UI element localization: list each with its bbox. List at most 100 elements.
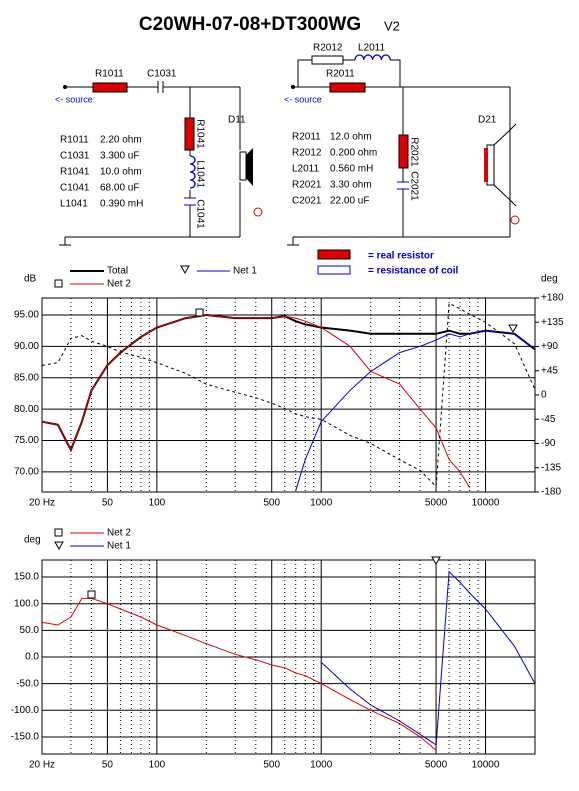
component-name: C1041 <box>60 183 90 194</box>
series-line <box>320 570 536 746</box>
y2-tick-label: -135 <box>541 462 561 473</box>
y-tick-label: -50.0 <box>16 678 39 689</box>
component-value: 0.390 mH <box>100 199 143 210</box>
capacitor <box>397 181 409 190</box>
component-name: R1041 <box>60 167 90 178</box>
y2-tick-label: 0 <box>541 390 547 401</box>
label: R2021 <box>408 137 419 167</box>
curve-marker <box>195 308 204 317</box>
y-tick-label: 95.00 <box>14 310 39 321</box>
curve-marker <box>87 590 96 599</box>
source: <- source <box>55 94 93 104</box>
capacitor <box>157 81 164 93</box>
curve-marker <box>508 324 518 334</box>
x-tick-label: 20 Hz <box>29 760 55 771</box>
y-tick-label: 150.0 <box>14 572 39 583</box>
y-tick-label: -100.0 <box>11 705 40 716</box>
y-tick-label: 0.0 <box>25 652 39 663</box>
x-tick-label: 500 <box>263 498 280 509</box>
label: L1041 <box>194 160 205 188</box>
x-tick-label: 100 <box>149 498 166 509</box>
y2-tick-label: -90 <box>541 438 556 449</box>
y2-tick-label: +45 <box>541 365 558 376</box>
x-tick-label: 10000 <box>472 760 500 771</box>
wire <box>287 59 511 246</box>
y-axis-label: dB <box>24 274 37 285</box>
component-name: R2011 <box>292 132 321 143</box>
component-value: 0.200 ohm <box>330 148 377 159</box>
legend-marker <box>54 279 63 288</box>
y-tick-label: 85.00 <box>14 372 39 383</box>
legend-label: Total <box>107 266 128 277</box>
y2-tick-label: -45 <box>541 414 556 425</box>
x-tick-label: 1000 <box>310 498 333 509</box>
legend-label: Net 2 <box>107 279 131 290</box>
component-value: 3.30 ohm <box>330 180 372 191</box>
legend-marker <box>180 265 190 275</box>
y2-tick-label: +135 <box>541 317 564 328</box>
label: L2011 <box>358 43 386 54</box>
label: D21 <box>478 115 497 126</box>
component-value: 3.300 uF <box>100 151 139 162</box>
x-tick-label: 500 <box>263 760 280 771</box>
y-axis-label: deg <box>24 535 41 546</box>
component-value: 12.0 ohm <box>330 132 372 143</box>
schematic-right: R2012 L2011 R2011 <- source R2021 C2021 … <box>284 43 520 246</box>
label: R1041 <box>194 119 205 149</box>
driver-magnet <box>484 148 488 182</box>
y-tick-label: 70.00 <box>14 467 39 478</box>
y-tick-label: 100.0 <box>14 598 39 609</box>
label: C2021 <box>408 171 419 201</box>
y-tick-label: 50.0 <box>20 625 40 636</box>
label: R2012 <box>313 43 343 54</box>
driver <box>239 151 247 181</box>
polarity <box>510 215 520 225</box>
y2-axis-label: deg <box>541 274 558 285</box>
wire <box>59 86 241 246</box>
component-name: R2021 <box>292 180 322 191</box>
component-name: R1011 <box>60 135 89 146</box>
capacitor <box>184 197 196 206</box>
plot-area <box>41 297 536 493</box>
version: V2 <box>384 18 400 33</box>
y2-tick-label: -180 <box>541 487 561 498</box>
label: C1041 <box>194 199 205 229</box>
legend-text: = resistance of coil <box>368 266 459 277</box>
resistor <box>92 82 128 93</box>
legend-marker <box>54 528 63 537</box>
y2-tick-label: +90 <box>541 341 558 352</box>
schematic-left: R1011 C1031 <- source R1041 L1041 C1041 … <box>55 69 263 246</box>
legend-label: Net 2 <box>107 528 131 539</box>
legend-marker <box>54 541 64 551</box>
label: R2011 <box>326 69 355 80</box>
x-tick-label: 5000 <box>425 498 448 509</box>
curve-marker <box>431 556 441 566</box>
legend-label: Net 1 <box>233 266 257 277</box>
y-tick-label: 75.00 <box>14 435 39 446</box>
component-value: 68.00 uF <box>100 183 139 194</box>
component-value: 22.00 uF <box>330 196 369 207</box>
component-name: L2011 <box>292 164 320 175</box>
series-line <box>41 302 536 488</box>
component-value: 10.0 ohm <box>100 167 142 178</box>
source: <- source <box>284 94 322 104</box>
y-tick-label: 90.00 <box>14 341 39 352</box>
legend-swatch <box>317 249 351 260</box>
legend-text: = real resistor <box>368 251 434 262</box>
label: R1011 <box>95 69 124 80</box>
coil <box>189 155 196 189</box>
y-tick-label: 80.00 <box>14 404 39 415</box>
resistor <box>398 134 409 169</box>
component-name: C1031 <box>60 151 90 162</box>
x-tick-label: 50 <box>102 498 114 509</box>
x-tick-label: 50 <box>102 760 114 771</box>
coil <box>354 54 391 61</box>
y2-tick-label: +180 <box>541 293 564 304</box>
component-name: C2021 <box>292 196 322 207</box>
series-line <box>295 330 536 491</box>
driver <box>486 123 517 207</box>
label: D11 <box>228 115 246 126</box>
resistor <box>311 55 344 65</box>
terminal <box>291 85 295 89</box>
